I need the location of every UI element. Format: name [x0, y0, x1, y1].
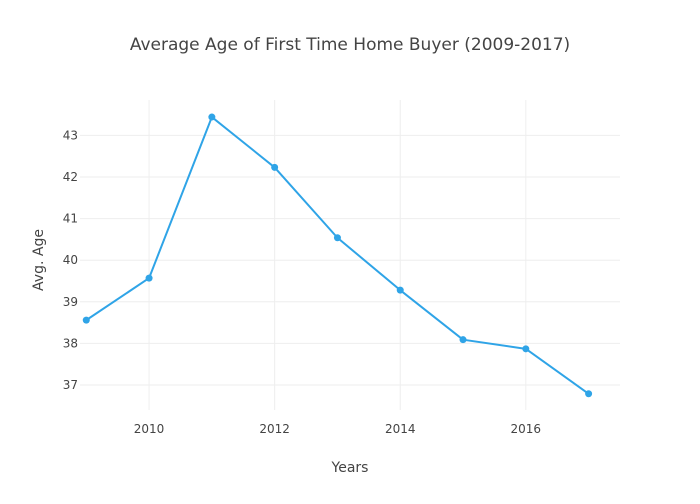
x-gridlines — [148, 100, 527, 410]
y-axis-ticks: 37 38 39 40 41 42 43 — [63, 128, 78, 392]
y-tick-label: 43 — [63, 128, 78, 142]
y-gridlines — [80, 134, 620, 386]
x-axis-ticks: 2010 2012 2014 2016 — [134, 422, 541, 436]
y-tick-label: 40 — [63, 253, 78, 267]
data-point — [459, 336, 467, 344]
x-axis-label: Years — [331, 460, 369, 476]
y-tick-label: 42 — [63, 170, 78, 184]
series-group — [82, 113, 593, 398]
data-point — [82, 316, 90, 324]
data-point — [333, 234, 341, 242]
x-tick-label: 2014 — [385, 422, 416, 436]
x-tick-label: 2010 — [134, 422, 165, 436]
data-point — [271, 163, 279, 171]
data-point — [208, 113, 216, 121]
y-tick-label: 39 — [63, 295, 78, 309]
data-point — [145, 274, 153, 282]
y-tick-label: 41 — [63, 212, 78, 226]
data-point — [585, 390, 593, 398]
data-point — [396, 286, 404, 294]
x-tick-label: 2016 — [511, 422, 542, 436]
y-tick-label: 38 — [63, 336, 78, 350]
x-tick-label: 2012 — [259, 422, 290, 436]
y-axis-label: Avg. Age — [31, 229, 47, 291]
data-point — [522, 345, 530, 353]
y-tick-label: 37 — [63, 378, 78, 392]
chart-title: Average Age of First Time Home Buyer (20… — [130, 35, 570, 55]
